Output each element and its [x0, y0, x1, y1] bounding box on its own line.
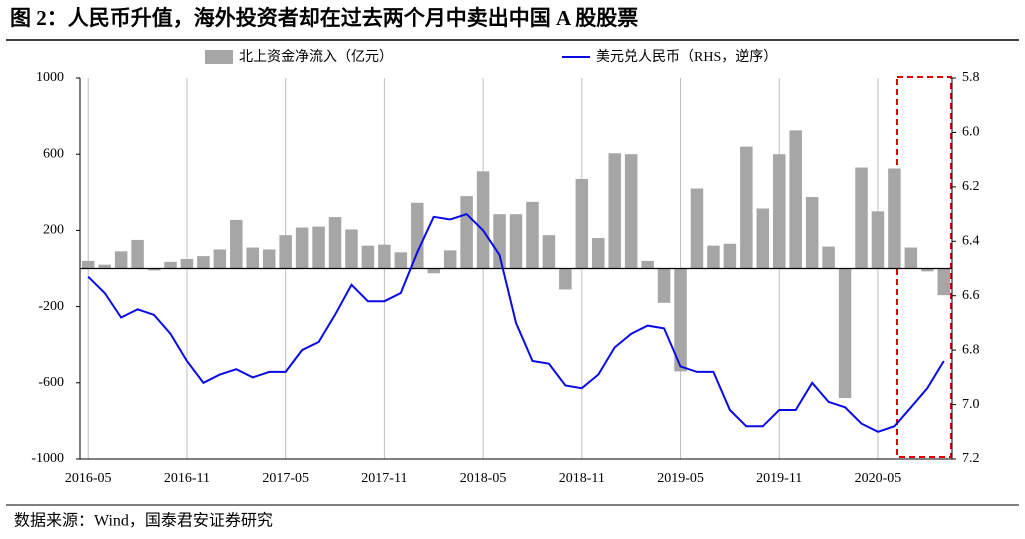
legend-label: 北上资金净流入（亿元）	[239, 49, 393, 65]
y2-tick-label: 6.2	[962, 179, 980, 194]
bar	[443, 250, 457, 269]
bar	[657, 268, 671, 303]
x-tick-label: 2016-11	[164, 471, 210, 486]
chart-title: 图 2：人民币升值，海外投资者却在过去两个月中卖出中国 A 股股票	[10, 6, 638, 30]
y-tick-label: 200	[43, 223, 64, 238]
bar	[328, 217, 342, 269]
bar	[526, 201, 539, 269]
y-tick-label: -600	[38, 375, 64, 390]
bar	[559, 268, 572, 290]
bar	[411, 202, 424, 269]
y-tick-label: -200	[38, 299, 64, 314]
bar	[378, 244, 391, 269]
y2-tick-label: 6.8	[962, 342, 980, 357]
bar	[114, 251, 128, 269]
x-tick-label: 2018-11	[559, 471, 605, 486]
bar	[592, 238, 605, 269]
x-tick-label: 2016-05	[65, 471, 112, 486]
bar	[213, 249, 227, 269]
x-tick-label: 2018-05	[460, 471, 507, 486]
bar	[838, 268, 852, 399]
y-tick-label: -1000	[31, 451, 64, 466]
bar	[723, 243, 737, 269]
bar	[493, 214, 506, 269]
bar	[805, 197, 819, 269]
bar	[147, 268, 161, 271]
bar	[81, 260, 95, 269]
y2-tick-label: 7.2	[962, 451, 980, 466]
bar	[164, 261, 177, 269]
bar	[197, 256, 210, 269]
bar	[608, 153, 621, 269]
x-tick-label: 2019-05	[657, 471, 704, 486]
bar	[312, 226, 325, 269]
y-tick-label: 1000	[36, 70, 64, 85]
bar	[871, 211, 885, 269]
x-tick-label: 2020-05	[855, 471, 902, 486]
bar	[394, 252, 408, 269]
bar	[822, 246, 835, 269]
bar	[262, 249, 276, 269]
line	[87, 212, 945, 433]
y2-tick-label: 6.6	[962, 288, 980, 303]
bar	[460, 196, 473, 269]
y2-tick-label: 7.0	[962, 397, 980, 412]
y2-tick-label: 6.0	[962, 125, 980, 140]
bar	[624, 154, 638, 269]
legend-label: 美元兑人民币（RHS，逆序）	[596, 49, 777, 65]
bar	[180, 258, 194, 269]
bar	[921, 268, 934, 272]
bar	[888, 168, 901, 269]
legend-swatch	[205, 50, 233, 64]
x-tick-label: 2019-11	[756, 471, 802, 486]
bar	[756, 208, 770, 269]
bar	[690, 188, 704, 269]
bar	[707, 245, 720, 269]
y2-tick-label: 5.8	[962, 70, 980, 85]
bar	[361, 245, 375, 269]
bar	[509, 214, 523, 269]
bar	[937, 268, 951, 296]
bar	[246, 247, 260, 269]
bar	[904, 247, 918, 269]
y-tick-label: 600	[43, 146, 64, 161]
bar	[427, 268, 440, 274]
bar	[230, 219, 243, 269]
x-tick-label: 2017-11	[361, 471, 407, 486]
bar	[345, 229, 358, 269]
highlight-box	[896, 76, 952, 458]
y2-tick-label: 6.4	[962, 234, 980, 249]
bar	[279, 235, 292, 269]
bar	[476, 171, 490, 269]
x-tick-label: 2017-05	[262, 471, 309, 486]
bar	[575, 178, 589, 269]
source: 数据来源：Wind，国泰君安证券研究	[14, 512, 273, 530]
bar	[295, 227, 309, 269]
bar	[674, 268, 687, 372]
bar	[542, 235, 556, 269]
bar	[641, 260, 654, 269]
bar	[772, 154, 786, 269]
bar	[131, 239, 144, 269]
bar	[855, 167, 868, 269]
bar	[98, 264, 111, 269]
bar	[789, 130, 802, 269]
bar	[740, 146, 753, 269]
